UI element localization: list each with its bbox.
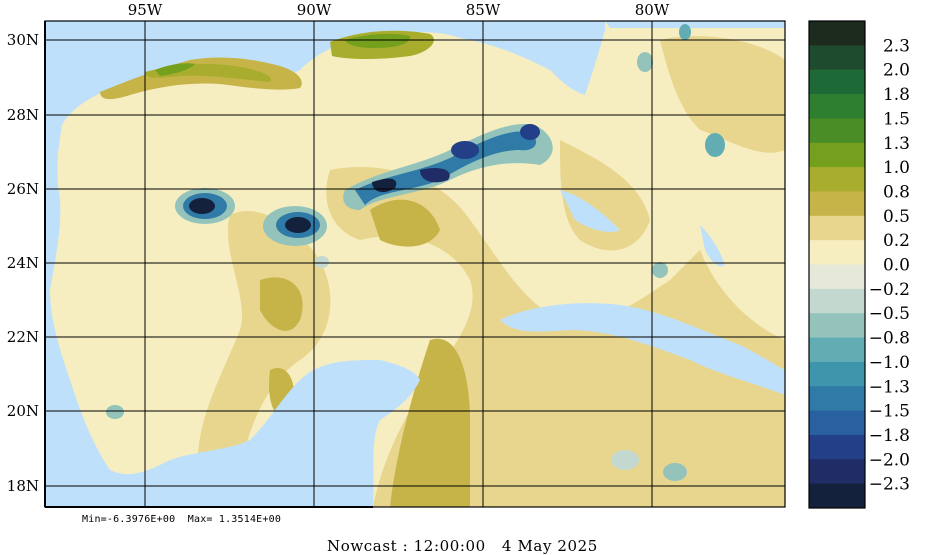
- lat-tick-label: 26N: [7, 180, 39, 198]
- colorbar-label: −0.8: [869, 329, 910, 349]
- colorbar-label: 0.0: [883, 256, 910, 276]
- colorbar-label: 1.3: [883, 134, 910, 154]
- colorbar-swatch: [809, 434, 865, 460]
- colorbar: [808, 20, 866, 509]
- colorbar-swatch: [809, 215, 865, 241]
- colorbar-swatch: [809, 361, 865, 387]
- map-plot-area: [45, 21, 785, 507]
- colorbar-swatch: [809, 313, 865, 338]
- colorbar-label: 0.8: [883, 183, 910, 203]
- lon-tick-label: 85W: [466, 1, 501, 19]
- colorbar-swatch: [809, 240, 865, 265]
- colorbar-swatch: [809, 142, 865, 168]
- lon-tick-label: 80W: [635, 1, 670, 19]
- colorbar-swatch: [809, 94, 865, 119]
- colorbar-label: 2.3: [883, 36, 910, 56]
- colorbar-label: −2.3: [869, 475, 910, 495]
- colorbar-swatch: [809, 459, 865, 485]
- colorbar-labels: 2.3 2.0 1.8 1.5 1.3 1.0 0.8 0.5 0.2 0.0 −0.2 −0.5 −0…: [869, 36, 910, 494]
- lat-tick-label: 18N: [7, 477, 39, 495]
- colorbar-swatch: [809, 288, 865, 314]
- colorbar-swatch: [809, 386, 865, 411]
- colorbar-label: 1.0: [883, 158, 910, 178]
- colorbar-label: 0.2: [883, 231, 910, 251]
- colorbar-swatch: [809, 483, 865, 509]
- latitude-axis: 30N 28N 26N 24N 22N 20N 18N: [7, 31, 39, 495]
- lon-tick-label: 90W: [297, 1, 332, 19]
- colorbar-label: −1.8: [869, 426, 910, 446]
- colorbar-swatch: [809, 410, 865, 436]
- coastal-positive-band: [100, 30, 434, 100]
- lat-tick-label: 22N: [7, 328, 39, 346]
- lat-tick-label: 20N: [7, 402, 39, 420]
- colorbar-swatch: [809, 45, 865, 71]
- colorbar-label: −0.5: [869, 304, 910, 324]
- colorbar-label: 2.0: [883, 61, 910, 81]
- colorbar-swatch: [809, 191, 865, 217]
- land-mask: [45, 21, 785, 507]
- min-max-readout: Min=-6.3976E+00 Max= 1.3514E+00: [82, 514, 282, 525]
- lat-tick-label: 28N: [7, 106, 39, 124]
- lat-tick-label: 30N: [7, 31, 39, 49]
- colorbar-swatch: [809, 69, 865, 95]
- longitude-axis: 95W 90W 85W 80W: [128, 1, 670, 19]
- nowcast-timestamp: Nowcast : 12:00:00 4 May 2025: [327, 537, 598, 555]
- colorbar-label: 1.8: [883, 85, 910, 105]
- colorbar-label: −1.3: [869, 377, 910, 397]
- colorbar-swatch: [809, 118, 865, 144]
- colorbar-label: −0.2: [869, 280, 910, 300]
- colorbar-frame: [808, 20, 866, 509]
- graticule: [45, 21, 785, 507]
- colorbar-label: −1.0: [869, 353, 910, 373]
- colorbar-swatch: [809, 337, 865, 363]
- colorbar-label: 1.5: [883, 109, 910, 129]
- colorbar-swatch: [809, 21, 865, 46]
- lon-tick-label: 95W: [128, 1, 163, 19]
- colorbar-label: 0.5: [883, 207, 910, 227]
- lat-tick-label: 24N: [7, 254, 39, 272]
- colorbar-swatch: [809, 264, 865, 290]
- colorbar-label: −1.5: [869, 402, 910, 422]
- colorbar-swatch: [809, 167, 865, 192]
- colorbar-label: −2.0: [869, 450, 910, 470]
